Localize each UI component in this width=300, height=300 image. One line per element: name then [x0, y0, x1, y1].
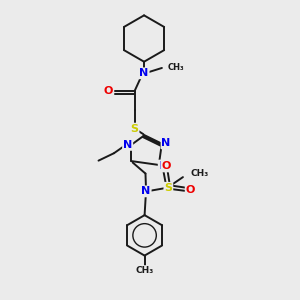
Text: N: N	[141, 186, 151, 197]
Text: S: S	[130, 124, 139, 134]
Text: N: N	[159, 160, 168, 170]
Text: CH₃: CH₃	[191, 169, 209, 178]
Text: O: O	[161, 161, 171, 171]
Text: N: N	[123, 140, 132, 150]
Text: N: N	[161, 138, 171, 148]
Text: N: N	[140, 68, 149, 78]
Text: O: O	[104, 86, 113, 96]
Text: CH₃: CH₃	[167, 64, 184, 73]
Text: S: S	[164, 183, 172, 193]
Text: O: O	[186, 185, 195, 196]
Text: CH₃: CH₃	[136, 266, 154, 275]
